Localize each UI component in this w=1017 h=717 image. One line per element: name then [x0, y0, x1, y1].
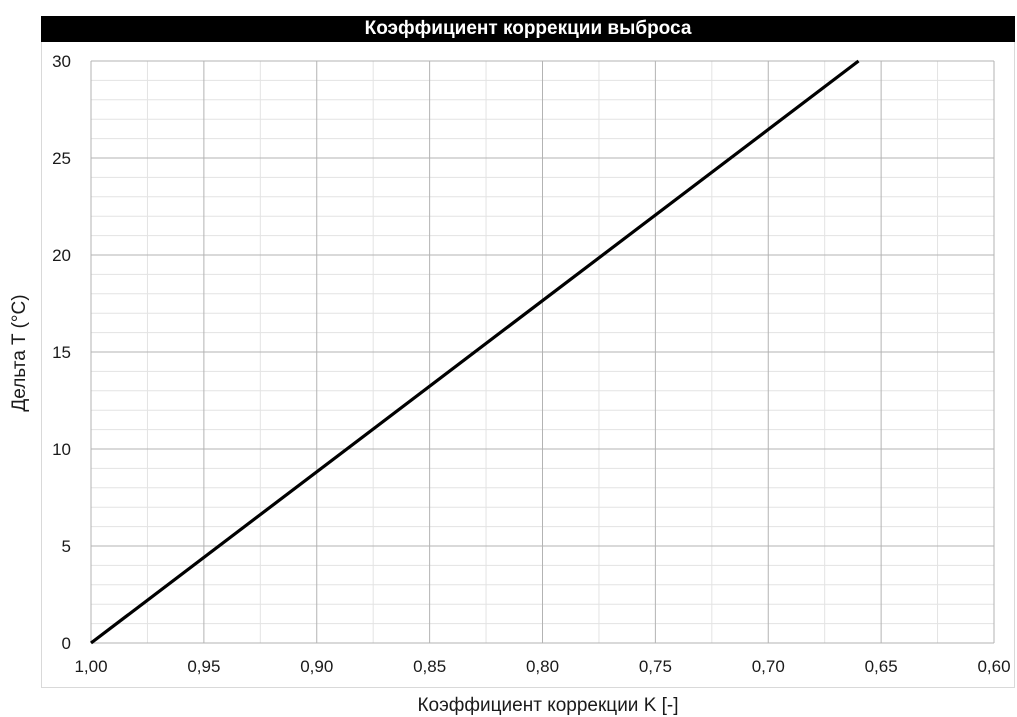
x-tick-label: 0,80 [526, 657, 559, 676]
y-tick-label: 30 [52, 52, 71, 71]
x-tick-label: 0,65 [865, 657, 898, 676]
x-tick-label: 0,95 [187, 657, 220, 676]
y-tick-labels: 0 5 10 15 20 25 30 [52, 52, 71, 653]
y-tick-label: 25 [52, 149, 71, 168]
y-axis-label: Дельта T (°C) [9, 294, 30, 412]
y-tick-label: 20 [52, 246, 71, 265]
y-tick-label: 15 [52, 343, 71, 362]
x-tick-label: 0,60 [977, 657, 1010, 676]
x-tick-label: 0,90 [300, 657, 333, 676]
y-tick-label: 5 [62, 537, 71, 556]
x-tick-label: 0,85 [413, 657, 446, 676]
x-tick-labels: 1,00 0,95 0,90 0,85 0,80 0,75 0,70 0,65 0,60 [74, 657, 1010, 676]
x-axis-label: Коэффициент коррекции K [-] [417, 695, 679, 716]
x-tick-label: 1,00 [74, 657, 107, 676]
y-tick-label: 10 [52, 440, 71, 459]
x-tick-label: 0,70 [752, 657, 785, 676]
x-tick-label: 0,75 [639, 657, 672, 676]
series-line [90, 59, 860, 645]
series-layer [90, 59, 860, 645]
major-gridlines [90, 60, 995, 644]
y-tick-label: 0 [62, 634, 71, 653]
chart-title: Коэффициент коррекции выброса [41, 16, 1015, 42]
